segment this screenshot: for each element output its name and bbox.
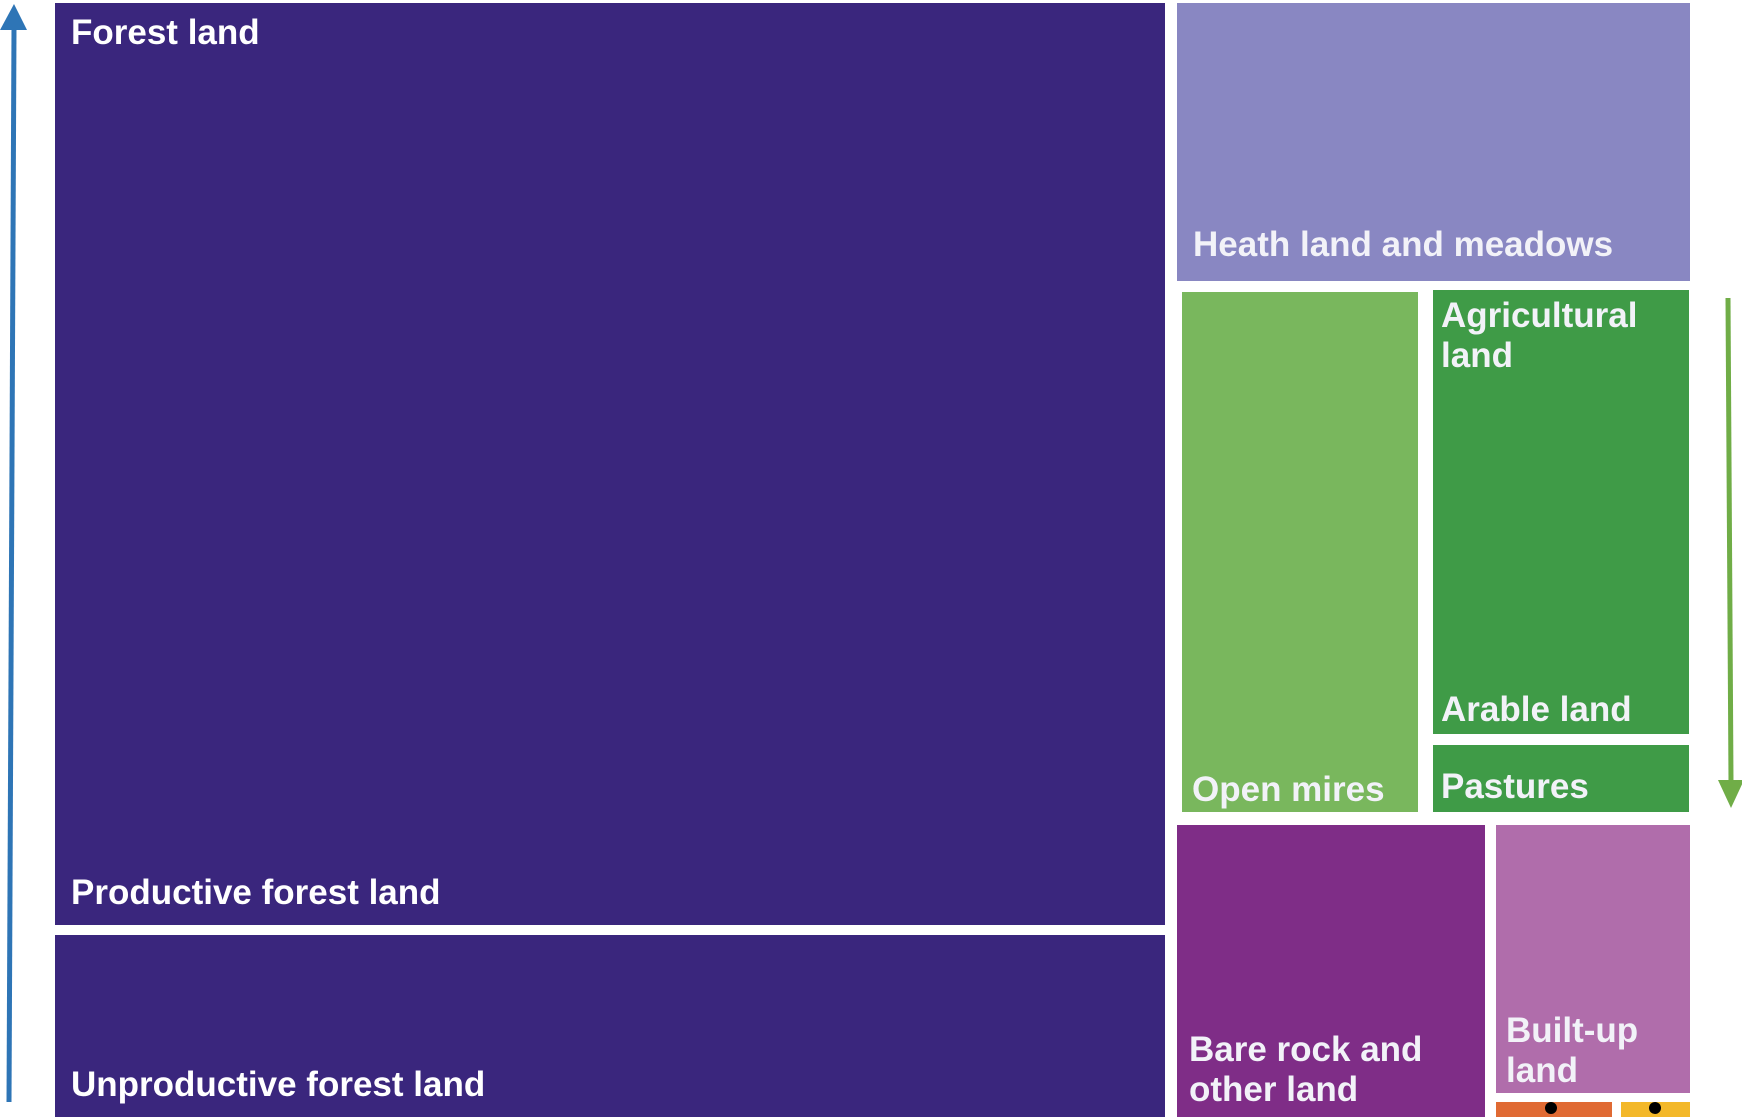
label-open-mires: Open mires (1192, 770, 1385, 809)
marker-dot (1649, 1102, 1661, 1114)
tile-pastures: Pastures (1433, 745, 1689, 812)
tile-small-yellow (1621, 1102, 1690, 1117)
tile-productive-forest-land: Forest land Productive forest land (55, 3, 1165, 925)
label-forest-land: Forest land (71, 13, 260, 52)
tile-heath-land-and-meadows: Heath land and meadows (1177, 3, 1690, 281)
marker-dot (1545, 1102, 1557, 1114)
label-productive-forest-land: Productive forest land (71, 873, 441, 912)
label-heath-land-and-meadows: Heath land and meadows (1193, 225, 1614, 264)
label-agricultural-land: Agricultural land (1441, 296, 1638, 375)
tile-built-up-land: Built-up land (1496, 825, 1690, 1093)
down-arrow (1718, 297, 1742, 808)
tile-arable-land: Agricultural land Arable land (1433, 290, 1689, 734)
label-arable-land: Arable land (1441, 690, 1632, 729)
label-unproductive-forest-land: Unproductive forest land (71, 1065, 486, 1104)
label-pastures: Pastures (1441, 767, 1589, 806)
tile-small-orange (1496, 1102, 1612, 1117)
tile-bare-rock-and-other-land: Bare rock and other land (1177, 825, 1485, 1117)
tile-open-mires: Open mires (1182, 292, 1418, 812)
label-bare-rock-and-other-land: Bare rock and other land (1189, 1030, 1423, 1109)
up-arrow (0, 4, 27, 1103)
label-built-up-land: Built-up land (1506, 1011, 1639, 1090)
tile-unproductive-forest-land: Unproductive forest land (55, 935, 1165, 1117)
